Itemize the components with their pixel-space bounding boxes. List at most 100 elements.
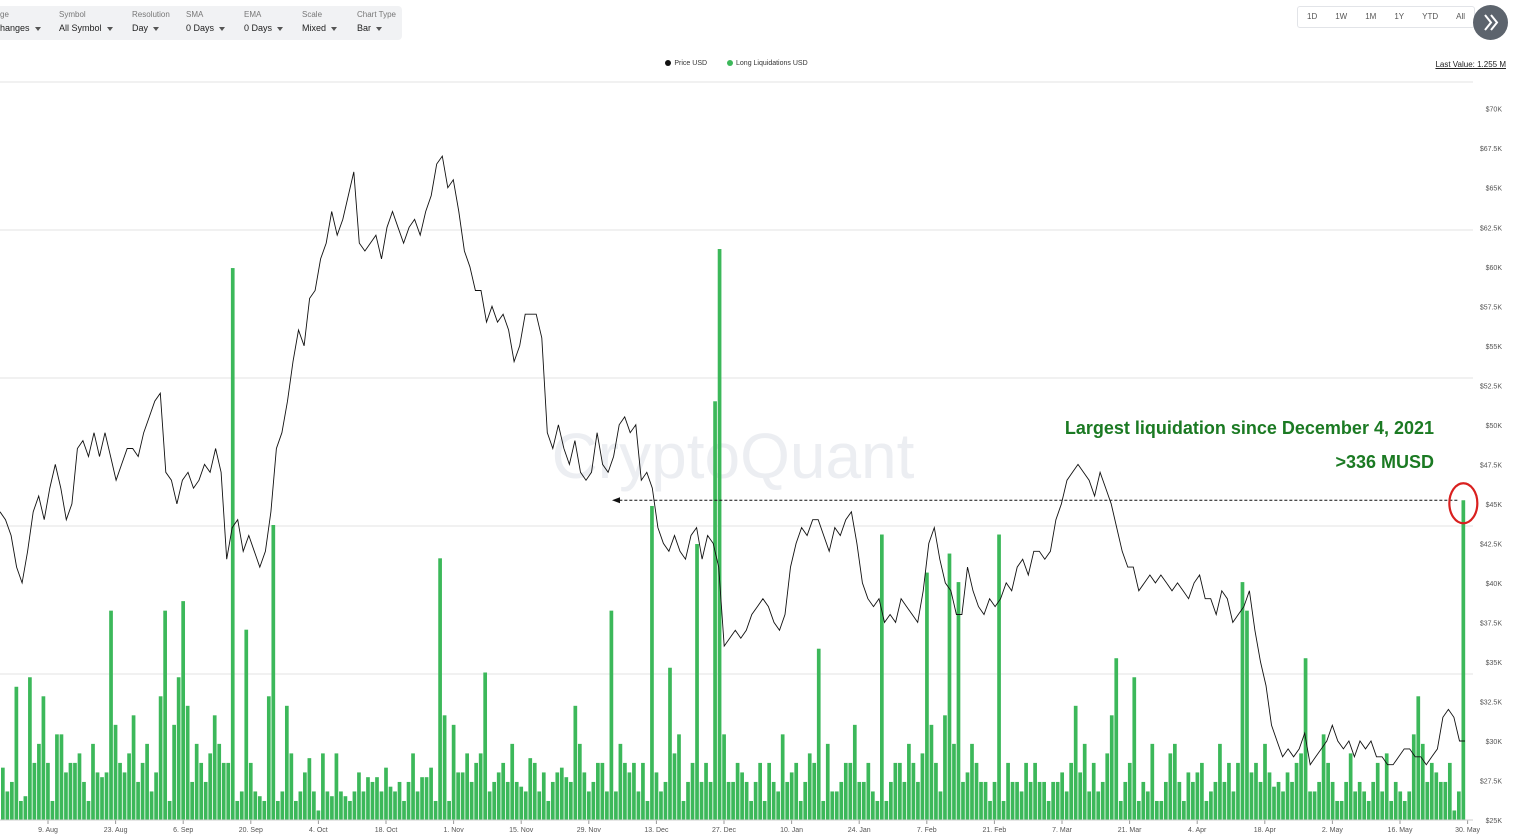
chart-toolbar: ge hanges Symbol All Symbol Resolution Day SMA… xyxy=(0,6,402,40)
liquidation-bar xyxy=(325,791,330,820)
toolbar-dropdown-label: Symbol xyxy=(59,10,86,19)
price-line xyxy=(0,154,1465,766)
liquidation-bar xyxy=(375,777,379,820)
y-tick-label: $55K xyxy=(1486,344,1503,351)
x-tick-label: 4. Oct xyxy=(309,827,328,834)
liquidation-bar xyxy=(167,800,172,820)
liquidation-bar xyxy=(1182,800,1186,820)
liquidation-bar xyxy=(1177,781,1182,820)
liquidation-bar xyxy=(735,762,740,820)
liquidation-bar xyxy=(298,791,303,820)
liquidation-bar xyxy=(266,696,271,820)
liquidation-bar xyxy=(1447,762,1452,820)
liquidation-bar xyxy=(550,781,555,820)
liquidation-bar xyxy=(469,781,474,820)
liquidation-bar xyxy=(843,762,848,820)
liquidation-bar xyxy=(64,772,68,820)
liquidation-bar xyxy=(965,772,970,820)
liquidation-bar xyxy=(537,791,542,820)
toolbar-dropdown-2[interactable]: Resolution Day xyxy=(132,10,170,33)
liquidation-bar xyxy=(1001,800,1006,820)
y-tick-label: $32.5K xyxy=(1480,700,1503,707)
liquidation-bar xyxy=(970,743,974,820)
liquidation-bar xyxy=(668,667,672,820)
liquidation-bar xyxy=(1308,791,1312,820)
range-button-1y[interactable]: 1Y xyxy=(1394,12,1405,21)
last-value-readout[interactable]: Last Value: 1.255 M xyxy=(1435,60,1506,69)
liquidation-bar xyxy=(190,781,195,820)
legend-label-long-liquidations: Long Liquidations USD xyxy=(736,60,808,67)
liquidation-bar xyxy=(307,758,312,820)
liquidation-bar xyxy=(1348,753,1353,820)
liquidation-bar xyxy=(1200,762,1204,820)
liquidation-bar xyxy=(920,753,925,820)
y-tick-label: $25K xyxy=(1486,818,1503,825)
liquidation-bar xyxy=(280,791,285,820)
range-button-1w[interactable]: 1W xyxy=(1335,12,1348,21)
liquidation-bar xyxy=(568,781,573,820)
liquidation-bar xyxy=(339,791,343,820)
x-tick-label: 4. Apr xyxy=(1188,827,1207,834)
liquidation-bar xyxy=(681,800,686,820)
range-selector: 1D 1W 1M 1Y YTD All xyxy=(1297,6,1476,28)
toolbar-dropdown-6[interactable]: Chart Type Bar xyxy=(357,10,396,33)
x-tick-label: 2. May xyxy=(1322,827,1344,834)
liquidation-bar xyxy=(1443,781,1448,820)
range-button-1m[interactable]: 1M xyxy=(1365,12,1377,21)
liquidation-bar xyxy=(1069,762,1074,820)
liquidation-bar xyxy=(686,781,690,820)
x-tick-label: 13. Dec xyxy=(644,827,669,834)
liquidation-bar xyxy=(109,610,113,820)
liquidation-bar xyxy=(1290,781,1294,820)
liquidation-bar xyxy=(208,753,213,820)
toolbar-dropdown-1[interactable]: Symbol All Symbol xyxy=(59,10,113,33)
liquidation-bar xyxy=(59,734,64,820)
liquidation-bar xyxy=(1204,800,1209,820)
liquidation-bar xyxy=(988,800,992,820)
liquidation-bar xyxy=(1168,753,1173,820)
liquidation-bar xyxy=(1249,772,1254,820)
liquidation-bar xyxy=(911,762,916,820)
expand-panel-button[interactable] xyxy=(1473,5,1508,40)
legend-item-long-liquidations[interactable]: Long Liquidations USD xyxy=(727,60,808,67)
range-button-ytd[interactable]: YTD xyxy=(1422,12,1439,21)
liquidation-bar xyxy=(907,743,911,820)
liquidation-bar xyxy=(275,800,280,820)
toolbar-dropdown-4[interactable]: EMA 0 Days xyxy=(244,10,284,33)
liquidation-bar xyxy=(654,772,659,820)
x-tick-label: 29. Nov xyxy=(577,827,602,834)
liquidation-bar xyxy=(1019,791,1024,820)
toolbar-dropdown-3[interactable]: SMA 0 Days xyxy=(186,10,226,33)
liquidation-bar xyxy=(415,791,420,820)
liquidation-bar xyxy=(1064,791,1069,820)
liquidation-bar xyxy=(1150,743,1155,820)
liquidation-bar xyxy=(23,796,28,820)
liquidation-bar xyxy=(239,791,244,820)
toolbar-dropdown-5[interactable]: Scale Mixed xyxy=(302,10,338,33)
x-tick-label: 9. Aug xyxy=(38,827,58,834)
liquidation-bar xyxy=(321,753,325,820)
range-button-1d[interactable]: 1D xyxy=(1307,12,1318,21)
liquidation-bar xyxy=(199,762,204,820)
y-tick-label: $52.5K xyxy=(1480,383,1503,390)
liquidation-bar xyxy=(149,791,154,820)
y-tick-label: $47.5K xyxy=(1480,462,1503,469)
liquidation-bar xyxy=(1429,762,1434,820)
liquidation-bar xyxy=(370,781,375,820)
liquidation-bar xyxy=(397,781,402,820)
legend-item-price[interactable]: Price USD xyxy=(665,60,707,67)
liquidation-bar xyxy=(762,800,767,820)
toolbar-dropdown-0[interactable]: ge hanges xyxy=(0,10,41,33)
liquidation-bar xyxy=(699,781,704,820)
y-tick-label: $57.5K xyxy=(1480,304,1503,311)
liquidation-bar xyxy=(1024,762,1028,820)
legend-label-price: Price USD xyxy=(674,60,708,67)
liquidation-bar xyxy=(884,800,889,820)
range-button-all[interactable]: All xyxy=(1456,12,1466,21)
liquidation-bar xyxy=(253,791,258,820)
liquidation-bar xyxy=(1362,791,1367,820)
toolbar-dropdown-label: Scale xyxy=(302,10,323,19)
legend-dot-price xyxy=(665,60,672,67)
liquidation-bar xyxy=(1159,800,1164,820)
liquidation-bar xyxy=(722,734,726,820)
